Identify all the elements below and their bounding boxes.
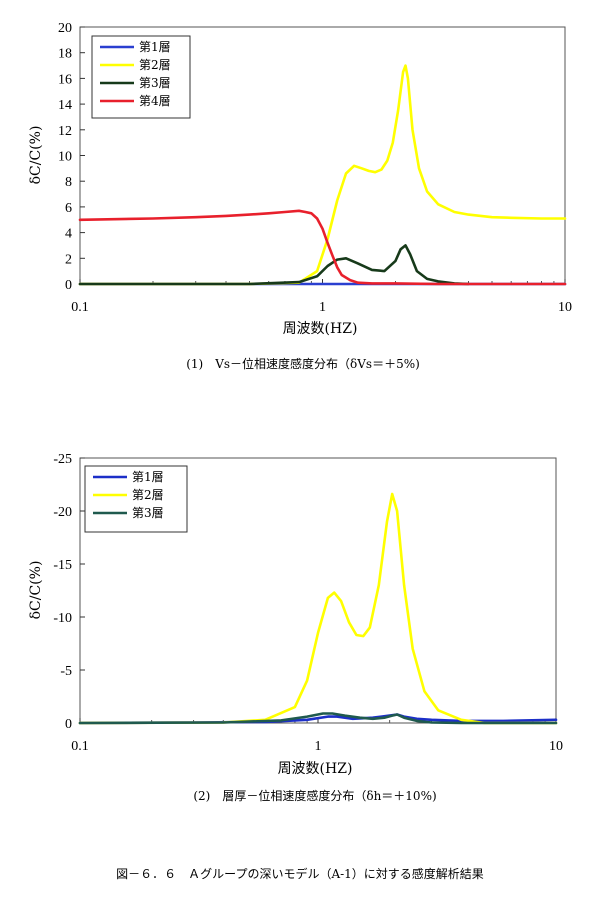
y-tick-label: 18 <box>58 47 72 62</box>
chart1-x-axis-label: 周波数(HZ) <box>283 321 358 337</box>
legend-frame <box>91 35 191 119</box>
chart1-caption: (1) Vs－位相速度感度分布（δVs＝＋5%) <box>186 356 420 371</box>
y-tick-label: 12 <box>58 124 72 139</box>
x-tick-label: 0.1 <box>71 739 89 754</box>
x-tick-label: 10 <box>558 300 572 315</box>
y-tick-label: -5 <box>60 664 72 679</box>
y-tick-label: -25 <box>53 452 72 467</box>
y-tick-label: 0 <box>65 717 72 732</box>
y-tick-label: 20 <box>58 21 72 36</box>
y-tick-label: -10 <box>53 611 72 626</box>
series-line-2 <box>78 64 567 286</box>
y-tick-label: 10 <box>58 150 72 165</box>
y-tick-label: 4 <box>65 227 72 242</box>
chart-thickness-sensitivity: δC/C(%) 周波数(HZ) (2) 層厚－位相速度感度分布（δh＝＋10%)… <box>28 452 563 803</box>
legend-label-4: 第4層 <box>139 94 171 108</box>
y-tick-label: -20 <box>53 505 72 520</box>
chart2-caption: (2) 層厚－位相速度感度分布（δh＝＋10%) <box>193 788 436 803</box>
x-tick-label: 10 <box>549 739 563 754</box>
legend-label-3: 第3層 <box>139 76 171 90</box>
chart2-x-axis-label: 周波数(HZ) <box>278 761 353 777</box>
x-tick-label: 1 <box>315 739 322 754</box>
series-line-4 <box>78 209 567 286</box>
y-tick-label: 6 <box>65 201 72 216</box>
legend-label-1: 第1層 <box>132 470 164 484</box>
x-tick-label: 0.1 <box>71 300 89 315</box>
series-line-2 <box>78 492 558 725</box>
figure-caption: 図－６．６ Ａグループの深いモデル（A-1）に対する感度解析結果 <box>116 866 484 881</box>
chart2-y-axis-label: δC/C(%) <box>28 561 44 620</box>
chart-vs-sensitivity: δC/C(%) 周波数(HZ) (1) Vs－位相速度感度分布（δVs＝＋5%)… <box>28 21 572 371</box>
x-tick-label: 1 <box>319 300 326 315</box>
legend-label-2: 第2層 <box>139 58 171 72</box>
y-tick-label: 0 <box>65 278 72 293</box>
y-tick-label: 8 <box>65 175 72 190</box>
legend-label-3: 第3層 <box>132 506 164 520</box>
legend-label-1: 第1層 <box>139 40 171 54</box>
y-tick-label: 16 <box>58 72 72 87</box>
y-tick-label: 14 <box>58 98 72 113</box>
series-line-3 <box>78 712 558 725</box>
y-tick-label: -15 <box>53 558 72 573</box>
series-line-3 <box>78 244 470 286</box>
chart1-y-axis-label: δC/C(%) <box>28 126 44 185</box>
legend-label-2: 第2層 <box>132 488 164 502</box>
y-tick-label: 2 <box>65 252 72 267</box>
